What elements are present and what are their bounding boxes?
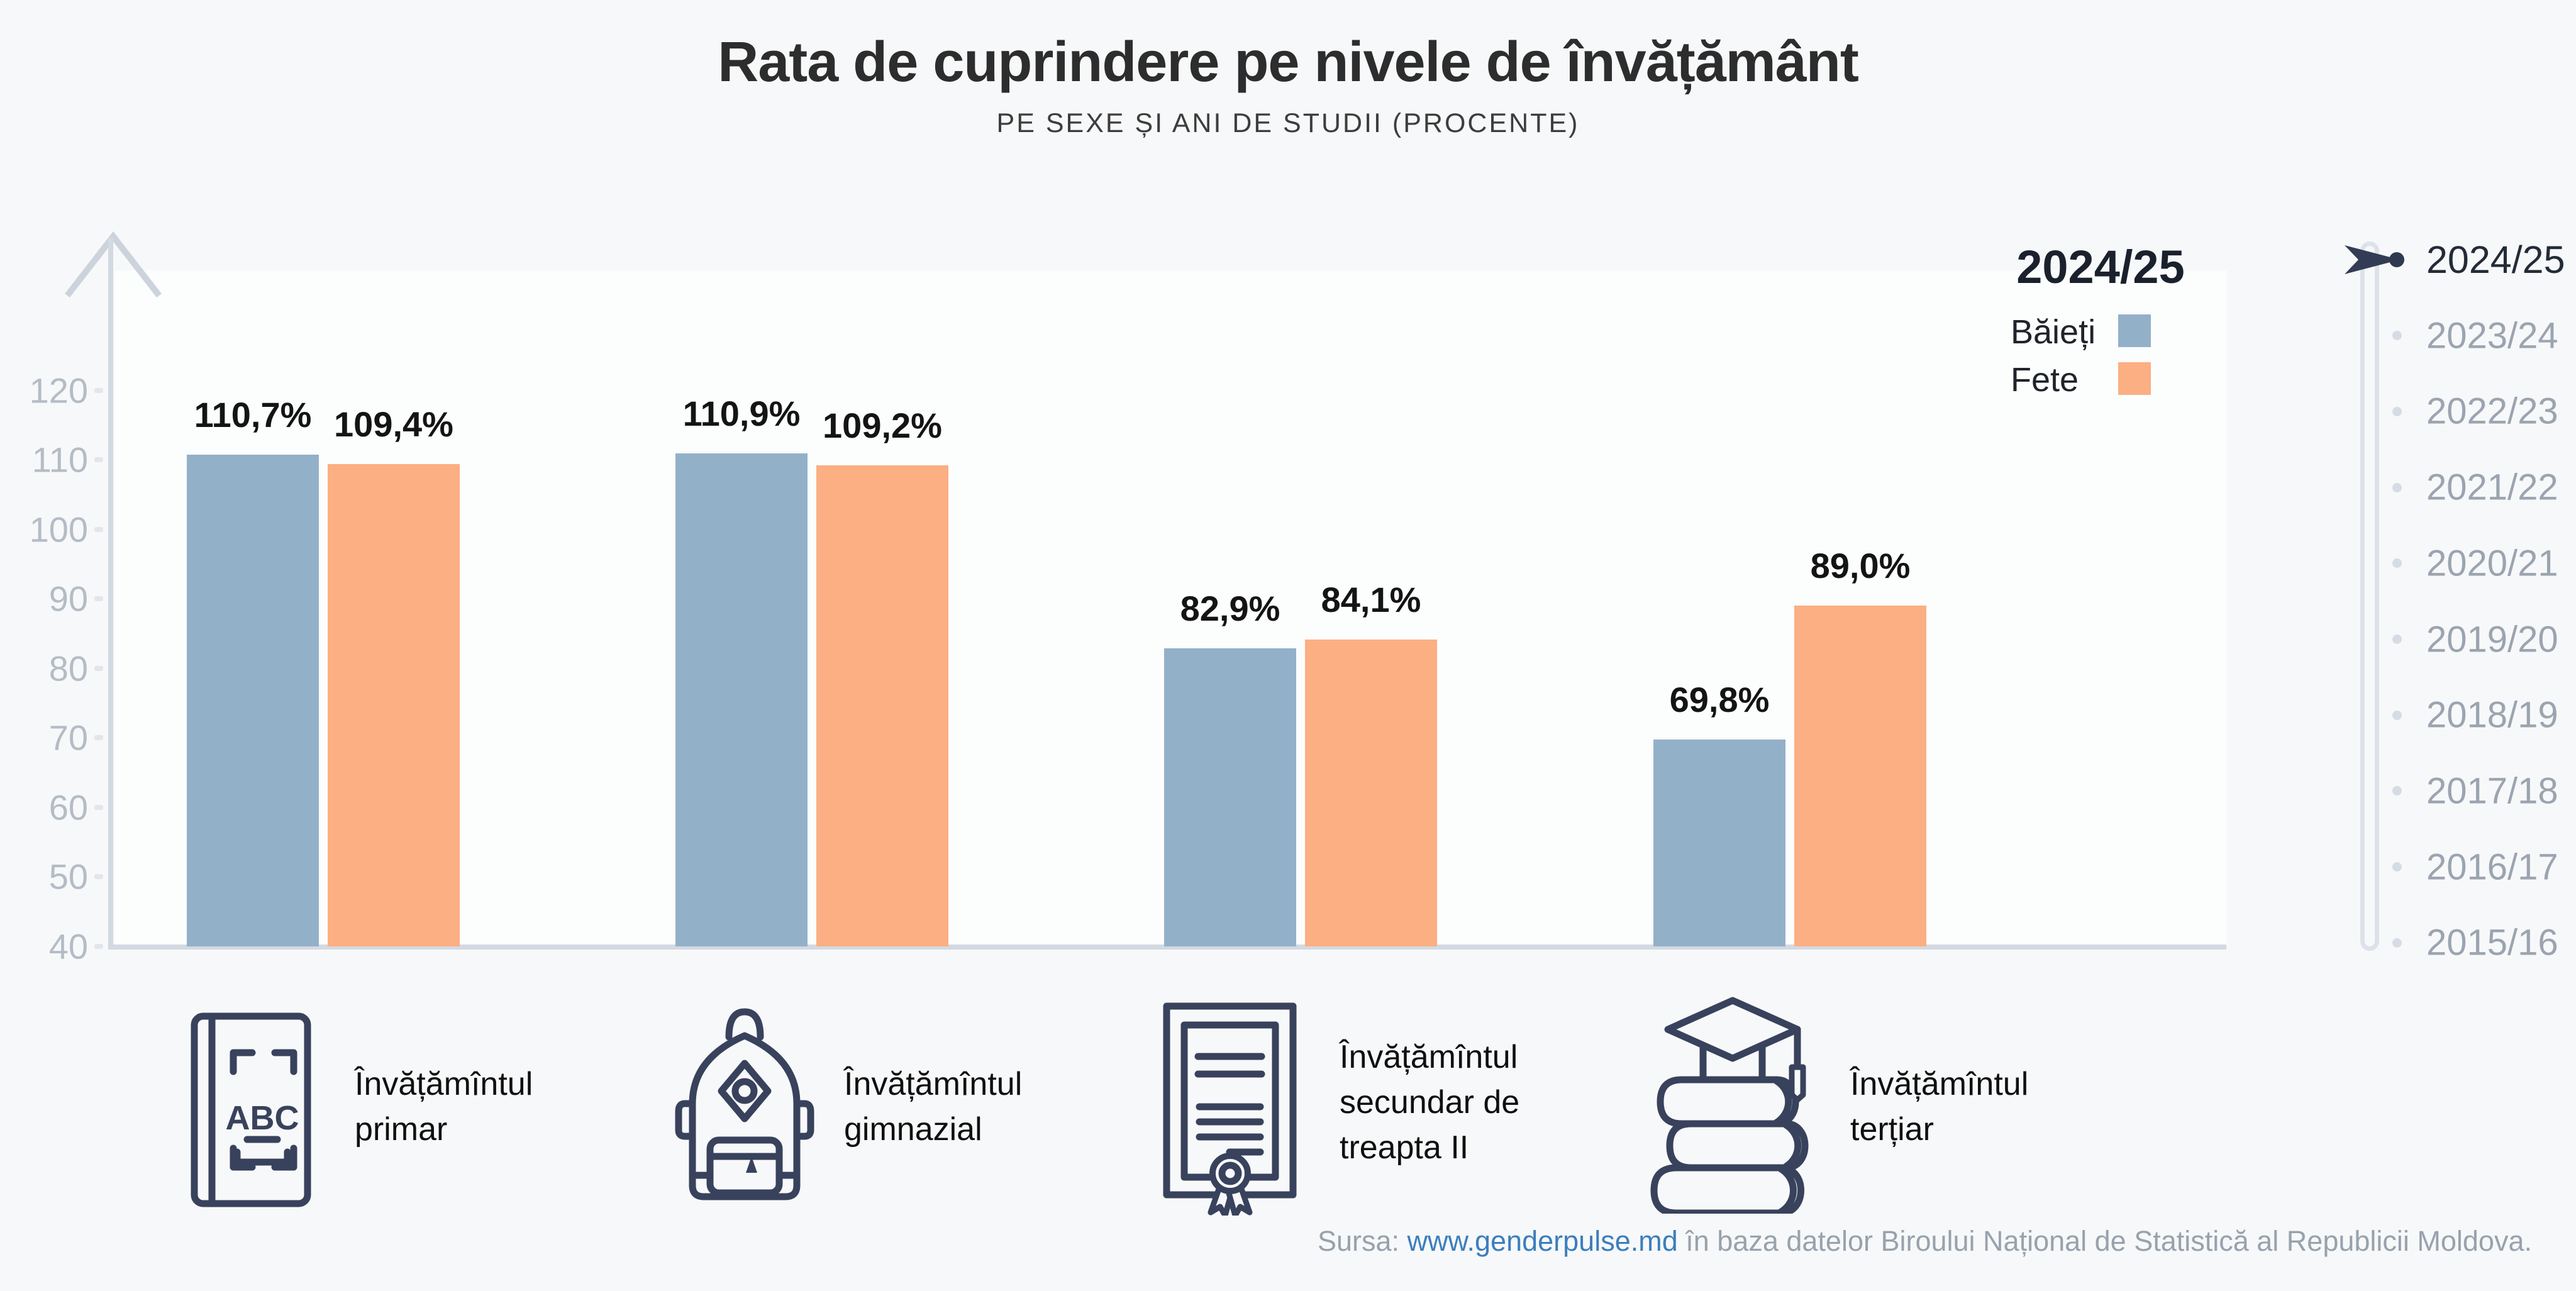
source-suffix: în baza datelor Biroului Național de Sta… xyxy=(1677,1225,2532,1257)
bar-value-label: 110,7% xyxy=(194,395,312,435)
year-option-2020/21[interactable]: 2020/21 xyxy=(2426,543,2558,584)
page-title: Rata de cuprindere pe nivele de învățămâ… xyxy=(718,31,1859,94)
legend-label-boys: Băieți xyxy=(2011,313,2096,351)
y-tick-mark xyxy=(94,665,103,671)
y-axis-line xyxy=(108,238,113,949)
year-option-2022/23[interactable]: 2022/23 xyxy=(2426,391,2558,432)
timeline-cursor-icon[interactable] xyxy=(2343,244,2401,275)
y-tick-mark xyxy=(94,596,103,602)
year-dot-2023/24[interactable] xyxy=(2392,331,2402,341)
y-tick-mark xyxy=(94,735,103,741)
y-tick-mark xyxy=(94,387,103,393)
legend-item-girls[interactable]: Fete xyxy=(2011,361,2162,399)
bar-Băieți-3[interactable] xyxy=(1653,739,1785,946)
year-option-2016/17[interactable]: 2016/17 xyxy=(2426,846,2558,888)
legend-label-girls: Fete xyxy=(2011,361,2079,399)
legend-swatch-girls-icon xyxy=(2118,362,2151,395)
category-label-secundar: Învățămîntul secundar de treapta II xyxy=(1340,1039,1520,1166)
y-tick-mark xyxy=(94,874,103,880)
year-dot-2015/16[interactable] xyxy=(2392,938,2402,948)
category-label-tertiar: Învățămîntul terțiar xyxy=(1850,1066,2029,1148)
y-tick-label: 110 xyxy=(31,440,88,480)
year-dot-2016/17[interactable] xyxy=(2392,862,2402,872)
year-option-2023/24[interactable]: 2023/24 xyxy=(2426,315,2558,357)
bar-Fete-1[interactable] xyxy=(816,465,948,946)
y-tick-mark xyxy=(94,526,103,532)
y-tick-label: 40 xyxy=(48,926,88,967)
y-tick-mark xyxy=(94,457,103,463)
year-option-2015/16[interactable]: 2015/16 xyxy=(2426,922,2558,963)
bar-Fete-0[interactable] xyxy=(328,463,460,946)
y-tick-label: 100 xyxy=(29,509,88,550)
bar-Fete-3[interactable] xyxy=(1794,606,1926,946)
y-tick-label: 60 xyxy=(48,787,88,828)
year-option-2017/18[interactable]: 2017/18 xyxy=(2426,770,2558,812)
category-label-primar: Învățămîntul primar xyxy=(355,1066,533,1148)
bar-Băieți-2[interactable] xyxy=(1164,648,1296,946)
bar-value-label: 89,0% xyxy=(1810,546,1911,586)
year-option-2024/25[interactable]: 2024/25 xyxy=(2426,238,2565,281)
source-line: Sursa: www.genderpulse.md în baza datelo… xyxy=(1318,1225,2532,1258)
legend-item-boys[interactable]: Băieți xyxy=(2011,313,2162,351)
bar-value-label: 109,4% xyxy=(334,404,453,444)
year-option-2018/19[interactable]: 2018/19 xyxy=(2426,694,2558,736)
year-dot-2024/25[interactable] xyxy=(2389,252,2404,267)
page-subtitle: PE SEXE ȘI ANI DE STUDII (PROCENTE) xyxy=(996,108,1580,138)
year-dot-2020/21[interactable] xyxy=(2392,558,2402,568)
bar-Băieți-1[interactable] xyxy=(675,453,808,946)
year-option-2019/20[interactable]: 2019/20 xyxy=(2426,619,2558,660)
legend-year: 2024/25 xyxy=(2016,241,2185,293)
source-prefix: Sursa: xyxy=(1317,1225,1407,1257)
bar-Fete-2[interactable] xyxy=(1305,640,1437,946)
bar-value-label: 82,9% xyxy=(1180,588,1280,628)
certificate-icon xyxy=(1163,1002,1297,1216)
x-axis-line xyxy=(108,945,2226,950)
bar-value-label: 110,9% xyxy=(682,394,801,434)
y-tick-label: 70 xyxy=(48,718,88,758)
year-option-2021/22[interactable]: 2021/22 xyxy=(2426,467,2558,508)
year-dot-2018/19[interactable] xyxy=(2392,710,2402,720)
year-dot-2019/20[interactable] xyxy=(2392,634,2402,644)
y-tick-mark xyxy=(94,944,103,949)
timeline-track[interactable] xyxy=(2360,241,2379,951)
legend-swatch-boys-icon xyxy=(2118,314,2151,347)
y-tick-mark xyxy=(94,804,103,810)
bar-value-label: 84,1% xyxy=(1321,580,1421,620)
year-dot-2017/18[interactable] xyxy=(2392,786,2402,796)
abc-book-icon: ABC xyxy=(191,1012,311,1207)
y-tick-label: 90 xyxy=(48,579,88,619)
y-axis-arrow-icon xyxy=(65,231,162,298)
y-tick-label: 50 xyxy=(48,856,88,897)
bar-value-label: 109,2% xyxy=(823,405,942,445)
year-dot-2021/22[interactable] xyxy=(2392,482,2402,492)
bar-value-label: 69,8% xyxy=(1669,679,1770,719)
y-tick-label: 120 xyxy=(29,370,88,411)
bar-Băieți-0[interactable] xyxy=(187,455,319,946)
backpack-icon xyxy=(675,1008,814,1200)
y-tick-label: 80 xyxy=(48,648,88,689)
year-dot-2022/23[interactable] xyxy=(2392,406,2402,416)
abc-text: ABC xyxy=(226,1099,299,1137)
source-link[interactable]: www.genderpulse.md xyxy=(1407,1225,1678,1257)
books-graduation-cap-icon xyxy=(1650,997,1809,1214)
category-label-gimnazial: Învățămîntul gimnazial xyxy=(844,1066,1023,1148)
